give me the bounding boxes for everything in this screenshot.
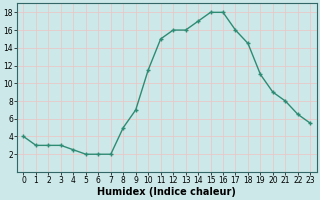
- X-axis label: Humidex (Indice chaleur): Humidex (Indice chaleur): [98, 187, 236, 197]
